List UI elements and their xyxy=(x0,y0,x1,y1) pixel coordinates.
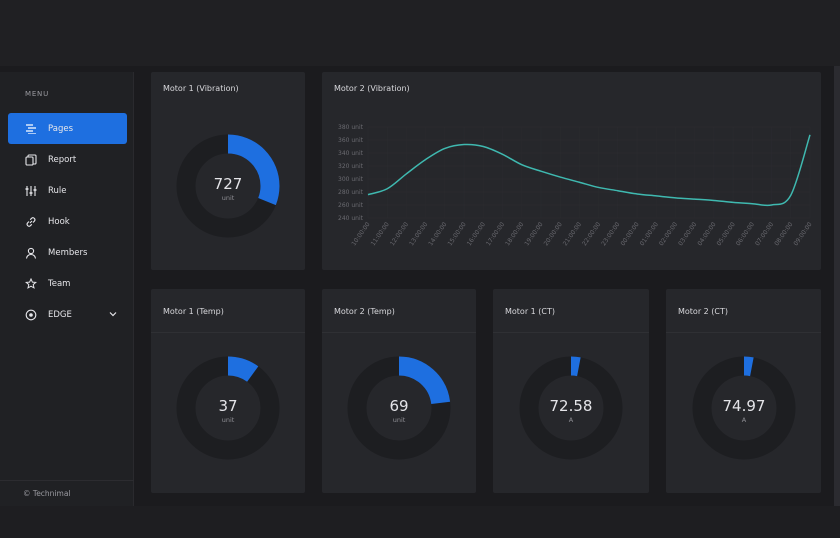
gauge-motor2-temp: 69 unit xyxy=(345,354,453,462)
card-motor1-vibration: Motor 1 (Vibration) 727 unit xyxy=(151,72,305,270)
gauge-unit: unit xyxy=(392,416,406,424)
sidebar-item-label: Rule xyxy=(48,185,67,196)
y-tick-label: 380 unit xyxy=(338,124,364,131)
sidebar-item-hook[interactable]: Hook xyxy=(8,206,127,237)
card-divider xyxy=(666,332,821,333)
sidebar-footer: © Technimal xyxy=(0,480,134,506)
card-title: Motor 2 (Temp) xyxy=(334,307,395,316)
gauge-value: 69 xyxy=(389,397,409,415)
chevron-down-icon[interactable] xyxy=(109,310,117,320)
card-motor2-temp: Motor 2 (Temp) 69 unit xyxy=(322,289,476,493)
x-tick-label: 09:00:00 xyxy=(792,221,813,247)
card-divider xyxy=(493,332,649,333)
gauge-value: 727 xyxy=(213,175,243,193)
gauge-value: 74.97 xyxy=(722,397,766,415)
top-band xyxy=(0,0,840,66)
menu-label: MENU xyxy=(25,90,50,98)
team-icon xyxy=(24,277,38,291)
vibration-line-chart: 380 unit 360 unit 340 unit 320 unit 300 unit… xyxy=(338,124,814,247)
sidebar-item-edge[interactable]: EDGE xyxy=(8,299,127,330)
card-motor2-vibration: Motor 2 (Vibration) 380 unit 360 unit 340 … xyxy=(322,72,821,270)
edge-icon xyxy=(24,308,38,322)
card-motor1-ct: Motor 1 (CT) 72.58 A xyxy=(493,289,649,493)
right-edge xyxy=(834,66,840,506)
sidebar: MENU Pages Report Rule Hook xyxy=(0,72,134,506)
sidebar-item-rule[interactable]: Rule xyxy=(8,175,127,206)
card-title: Motor 2 (CT) xyxy=(678,307,729,316)
gauge-motor1-temp: 37 unit xyxy=(174,354,282,462)
sidebar-item-team[interactable]: Team xyxy=(8,268,127,299)
pages-icon xyxy=(24,122,38,136)
y-tick-label: 240 unit xyxy=(338,215,364,222)
gauge-unit: A xyxy=(568,416,574,424)
sidebar-item-members[interactable]: Members xyxy=(8,237,127,268)
sidebar-item-pages[interactable]: Pages xyxy=(8,113,127,144)
sidebar-nav: Pages Report Rule Hook Members xyxy=(8,113,127,330)
members-icon xyxy=(24,246,38,260)
y-tick-label: 360 unit xyxy=(338,137,364,144)
y-tick-label: 340 unit xyxy=(338,150,364,157)
card-title: Motor 1 (Temp) xyxy=(163,307,224,316)
series-line xyxy=(367,134,811,207)
y-tick-label: 300 unit xyxy=(338,176,364,183)
y-tick-label: 260 unit xyxy=(338,202,364,209)
card-title: Motor 1 (CT) xyxy=(505,307,556,316)
bottom-band xyxy=(0,506,840,538)
card-motor2-ct: Motor 2 (CT) 74.97 A xyxy=(666,289,821,493)
card-title: Motor 2 (Vibration) xyxy=(334,84,410,93)
y-tick-label: 280 unit xyxy=(338,189,364,196)
gauge-unit: A xyxy=(741,416,747,424)
card-divider xyxy=(151,332,305,333)
y-tick-label: 320 unit xyxy=(338,163,364,170)
sidebar-item-report[interactable]: Report xyxy=(8,144,127,175)
card-title: Motor 1 (Vibration) xyxy=(163,84,239,93)
rule-icon xyxy=(24,184,38,198)
gauge-motor1-ct: 72.58 A xyxy=(517,354,625,462)
gauge-motor2-ct: 74.97 A xyxy=(690,354,798,462)
gauge-unit: unit xyxy=(221,416,235,424)
sidebar-item-label: Pages xyxy=(48,123,74,134)
sidebar-item-label: Members xyxy=(48,247,88,258)
sidebar-item-label: Team xyxy=(48,278,71,289)
gauge-value: 37 xyxy=(218,397,238,415)
gauge-value: 72.58 xyxy=(549,397,593,415)
gauge-motor1-vibration: 727 unit xyxy=(174,132,282,240)
card-motor1-temp: Motor 1 (Temp) 37 unit xyxy=(151,289,305,493)
sidebar-item-label: EDGE xyxy=(48,309,72,320)
sidebar-item-label: Hook xyxy=(48,216,70,227)
report-icon xyxy=(24,153,38,167)
hook-icon xyxy=(24,215,38,229)
sidebar-item-label: Report xyxy=(48,154,77,165)
gauge-unit: unit xyxy=(221,194,235,202)
card-divider xyxy=(322,332,476,333)
